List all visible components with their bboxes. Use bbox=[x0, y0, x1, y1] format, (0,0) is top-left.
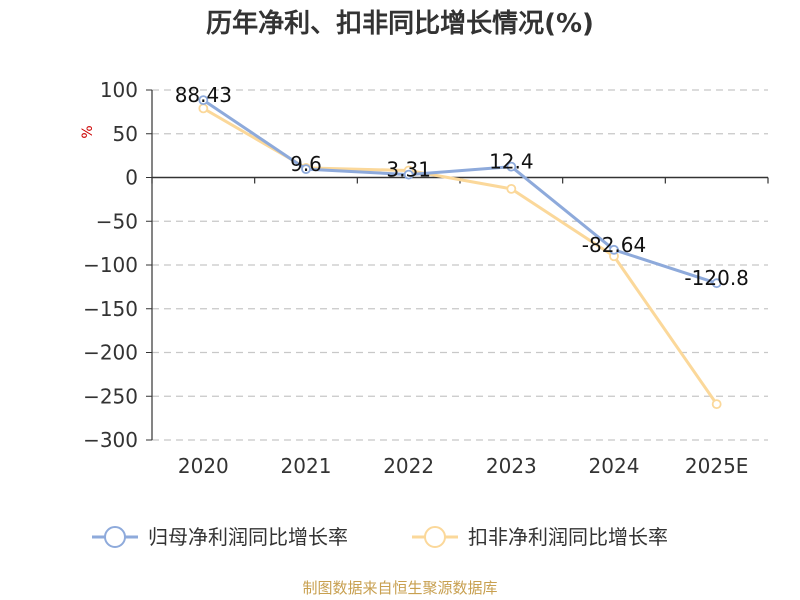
legend-swatch-marker bbox=[104, 526, 126, 548]
data-labels: 88.43 9.6 3.31 12.4 -82.64 -120.8 bbox=[175, 83, 749, 290]
x-tick-label: 2023 bbox=[486, 454, 537, 478]
series-1-point bbox=[403, 169, 414, 180]
y-axis-ticks: 100 50 0 −50 −100 −150 −200 −250 −300 bbox=[83, 78, 153, 452]
data-label: 9.6 bbox=[290, 152, 322, 176]
legend-label: 扣非净利润同比增长率 bbox=[468, 525, 668, 549]
y-tick-label: −300 bbox=[83, 428, 138, 452]
series-1-point bbox=[609, 244, 619, 255]
series-1-point bbox=[711, 278, 722, 289]
y-tick-label: −200 bbox=[83, 341, 138, 365]
series-2-point bbox=[506, 183, 517, 194]
source-note: 制图数据来自恒生聚源数据库 bbox=[302, 579, 497, 597]
legend-swatch-marker bbox=[424, 526, 446, 548]
data-label: 12.4 bbox=[489, 150, 534, 174]
y-tick-label: −250 bbox=[83, 384, 138, 408]
series-2-point bbox=[711, 399, 722, 410]
y-tick-label: 0 bbox=[125, 166, 138, 190]
data-label: 3.31 bbox=[386, 158, 431, 182]
y-tick-label: −100 bbox=[83, 253, 138, 277]
y-tick-label: −50 bbox=[96, 209, 138, 233]
series-layer bbox=[198, 95, 722, 410]
legend: 归母净利润同比增长率 扣非净利润同比增长率 bbox=[92, 525, 668, 549]
data-label: 88.43 bbox=[175, 83, 232, 107]
series-1-point bbox=[198, 95, 209, 106]
x-tick-label: 2020 bbox=[178, 454, 229, 478]
grid-lines bbox=[152, 89, 768, 441]
chart-title: 历年净利、扣非同比增长情况(%) bbox=[206, 8, 594, 39]
x-tick-label: 2025E bbox=[685, 454, 749, 478]
legend-label: 归母净利润同比增长率 bbox=[148, 525, 348, 549]
y-tick-label: 100 bbox=[100, 78, 138, 102]
y-axis-unit: % bbox=[80, 125, 96, 138]
series-line-1 bbox=[202, 98, 718, 285]
data-label: -120.8 bbox=[684, 266, 748, 290]
series-1-point bbox=[301, 164, 311, 175]
series-1-point bbox=[506, 161, 517, 172]
y-tick-label: 50 bbox=[113, 122, 138, 146]
x-tick-label: 2021 bbox=[281, 454, 332, 478]
x-axis: 2020 2021 2022 2023 2024 2025E bbox=[151, 176, 769, 478]
x-tick-label: 2024 bbox=[589, 454, 640, 478]
data-label: -82.64 bbox=[582, 233, 646, 257]
x-tick-label: 2022 bbox=[383, 454, 434, 478]
y-tick-label: −150 bbox=[83, 297, 138, 321]
